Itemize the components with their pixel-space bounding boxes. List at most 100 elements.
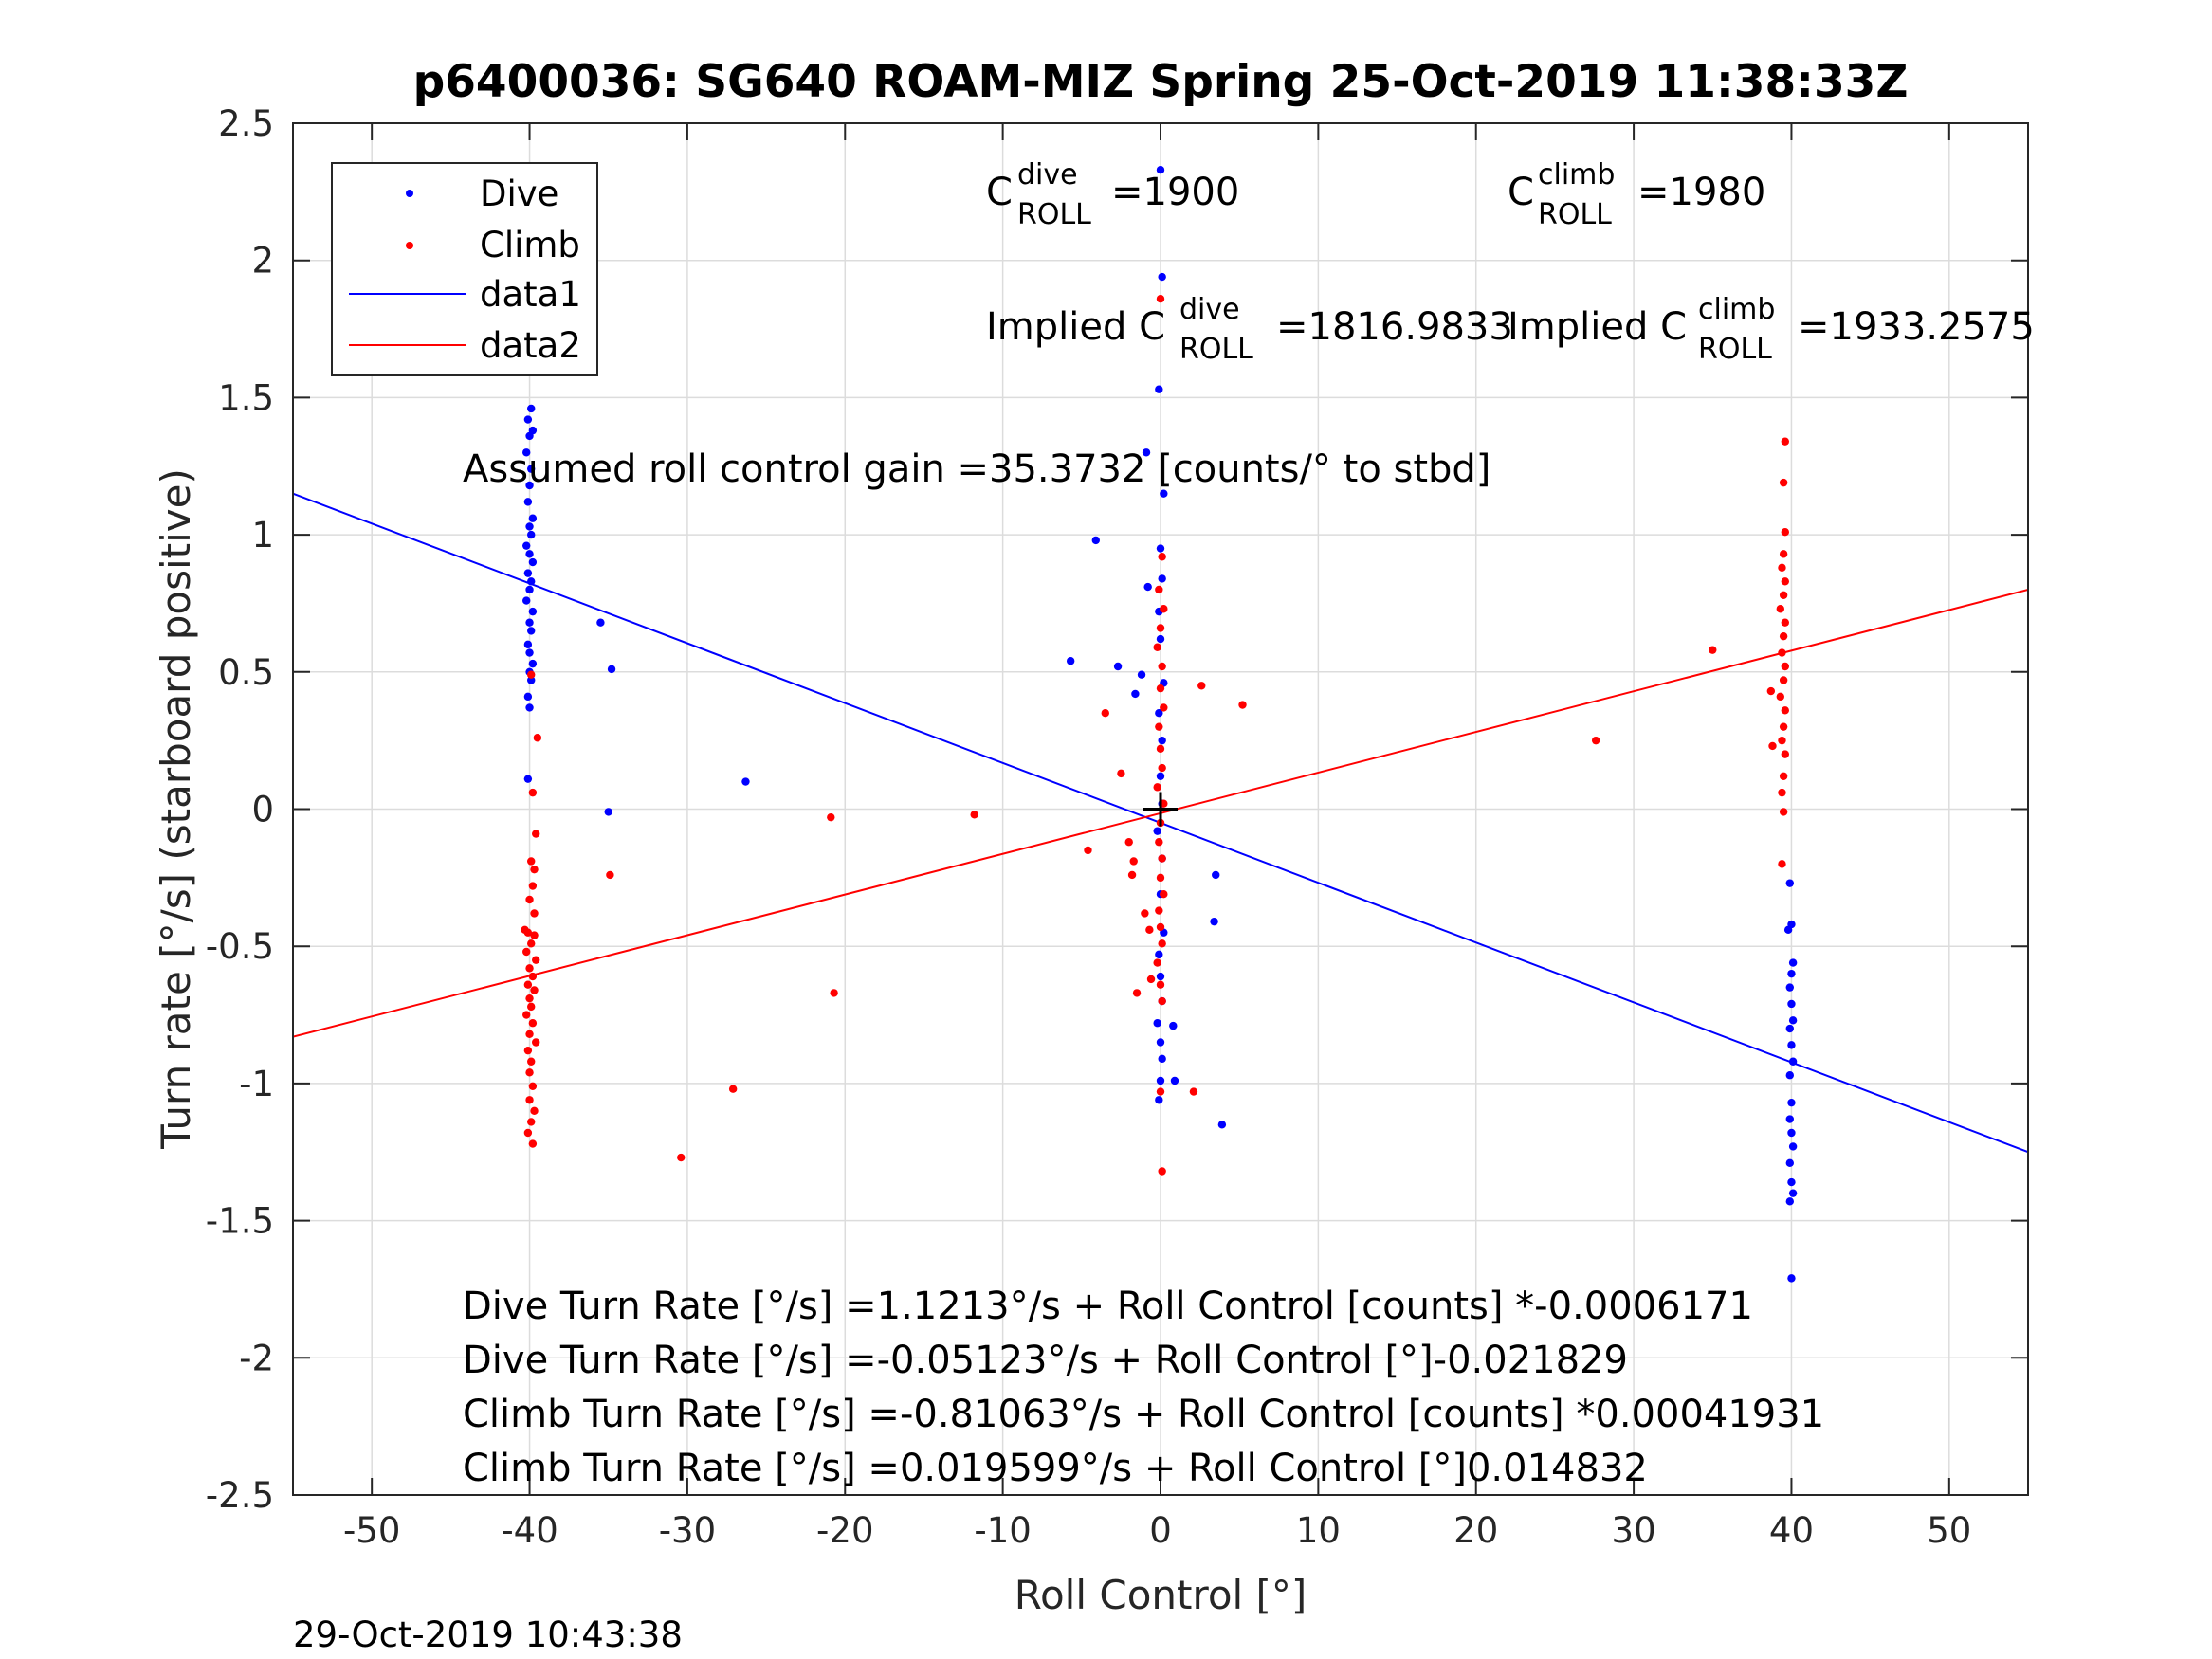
point-climb: [1778, 860, 1786, 868]
point-climb: [1158, 553, 1166, 561]
point-dive: [1785, 1071, 1794, 1080]
point-climb: [1155, 585, 1163, 594]
point-climb: [523, 928, 533, 937]
point-climb: [527, 670, 536, 679]
point-climb: [528, 1082, 538, 1090]
x-tick-label: 40: [1769, 1510, 1814, 1551]
point-dive: [1785, 983, 1794, 992]
point-dive: [1066, 657, 1075, 665]
point-climb: [1155, 722, 1163, 731]
point-climb: [1238, 701, 1247, 709]
point-climb: [523, 980, 533, 989]
point-dive: [527, 465, 536, 473]
point-dive: [1153, 1019, 1161, 1028]
point-climb: [525, 1068, 534, 1077]
point-dive: [522, 541, 531, 550]
point-dive: [525, 585, 534, 594]
point-dive: [527, 530, 536, 539]
point-climb: [530, 1106, 539, 1116]
point-climb: [527, 939, 536, 948]
point-climb: [606, 870, 614, 880]
point-climb: [1155, 838, 1163, 847]
point-dive: [523, 775, 533, 783]
c-dive-annotation: C dive ROLL =1900: [986, 158, 1239, 231]
point-climb: [1778, 736, 1786, 745]
point-dive: [525, 648, 534, 657]
point-dive: [1785, 1115, 1794, 1123]
x-tick-label: 50: [1927, 1510, 1971, 1551]
point-climb: [1132, 989, 1142, 997]
point-climb: [532, 1038, 540, 1047]
point-climb: [1776, 692, 1785, 702]
point-climb: [1156, 624, 1165, 632]
point-climb: [530, 909, 539, 918]
point-dive: [596, 618, 605, 627]
point-climb: [1766, 686, 1776, 696]
point-dive: [1091, 536, 1100, 545]
point-climb: [528, 1019, 538, 1028]
x-tick-label: 30: [1612, 1510, 1656, 1551]
point-climb: [530, 931, 539, 939]
svg-text:ROLL: ROLL: [1017, 198, 1091, 231]
point-climb: [1781, 706, 1790, 715]
x-tick-label: -30: [659, 1510, 716, 1551]
point-climb: [1781, 528, 1790, 537]
point-climb: [1124, 838, 1133, 847]
y-tick-label: 2: [251, 241, 274, 282]
svg-text:Implied C: Implied C: [1508, 305, 1687, 349]
point-dive: [525, 522, 534, 531]
point-dive: [1169, 1021, 1178, 1030]
point-dive: [527, 676, 536, 684]
point-climb: [530, 865, 539, 874]
point-climb: [523, 1046, 533, 1055]
point-dive: [1787, 1041, 1796, 1049]
y-axis-label: Turn rate [°/s] (starboard positive): [153, 468, 199, 1150]
point-climb: [1084, 846, 1092, 855]
implied-c-dive-annotation: Implied C dive ROLL =1816.9833: [986, 293, 1513, 366]
point-climb: [1158, 996, 1166, 1006]
point-dive: [528, 557, 538, 567]
point-climb: [1189, 1087, 1198, 1096]
point-climb: [1709, 646, 1717, 654]
point-climb: [1127, 870, 1137, 880]
x-tick-label: -20: [816, 1510, 873, 1551]
point-dive: [525, 431, 534, 441]
point-dive: [522, 448, 531, 457]
point-climb: [1776, 605, 1785, 613]
point-dive: [1156, 1038, 1165, 1047]
point-climb: [528, 1139, 538, 1148]
point-dive: [1787, 1177, 1796, 1187]
point-climb: [1781, 577, 1790, 586]
point-climb: [1778, 563, 1786, 573]
point-climb: [1158, 662, 1166, 671]
point-dive: [1142, 448, 1151, 457]
point-climb: [1117, 769, 1125, 778]
point-dive: [522, 596, 531, 605]
c-climb-annotation: C climb ROLL =1980: [1508, 158, 1765, 231]
y-tick-label: 0.5: [218, 652, 274, 693]
legend-data2-label: data2: [480, 325, 581, 366]
point-climb: [525, 994, 534, 1003]
point-dive: [1212, 870, 1220, 880]
point-climb: [530, 986, 539, 994]
point-climb: [1153, 958, 1161, 967]
y-tick-label: -0.5: [206, 926, 274, 967]
point-climb: [1153, 643, 1161, 651]
svg-text:climb: climb: [1538, 158, 1615, 191]
point-climb: [1156, 1087, 1165, 1096]
point-climb: [1778, 788, 1786, 797]
point-climb: [677, 1153, 686, 1162]
point-climb: [525, 895, 534, 904]
point-dive: [527, 627, 536, 635]
svg-text:C: C: [1508, 171, 1534, 214]
point-dive: [1788, 1142, 1798, 1151]
x-tick-label: 20: [1453, 1510, 1498, 1551]
point-dive: [607, 665, 616, 674]
point-climb: [1146, 975, 1156, 984]
point-climb: [527, 1057, 536, 1066]
point-dive: [1210, 917, 1218, 926]
point-dive: [1156, 772, 1165, 780]
y-tick-label: 2.5: [218, 103, 274, 144]
point-climb: [1781, 437, 1790, 446]
point-climb: [1779, 808, 1788, 816]
